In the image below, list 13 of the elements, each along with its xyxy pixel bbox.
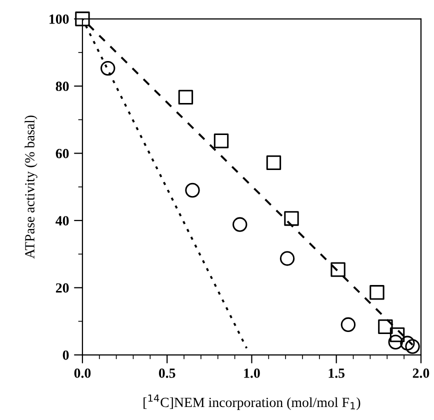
x-tick-label: 0.5	[158, 368, 176, 378]
x-tick-label: 2.0	[412, 368, 430, 378]
x-tick-label: 0.0	[74, 368, 91, 378]
y-tick-label: 100	[50, 14, 69, 24]
y-tick-label: 40	[56, 216, 69, 226]
y-tick-label: 20	[56, 283, 69, 293]
x-axis-title: [$^{14}$C]NEM incorporation (mol/mol F$_{1}$)	[144, 394, 360, 410]
x-tick-label: 1.5	[328, 368, 345, 378]
y-tick-label: 80	[56, 82, 69, 92]
x-tick-label: 1.0	[244, 368, 260, 378]
y-tick-label: 60	[56, 148, 69, 158]
y-axis-title: ATPase activity (% basal)	[24, 116, 38, 259]
y-tick-label: 0	[62, 350, 69, 360]
